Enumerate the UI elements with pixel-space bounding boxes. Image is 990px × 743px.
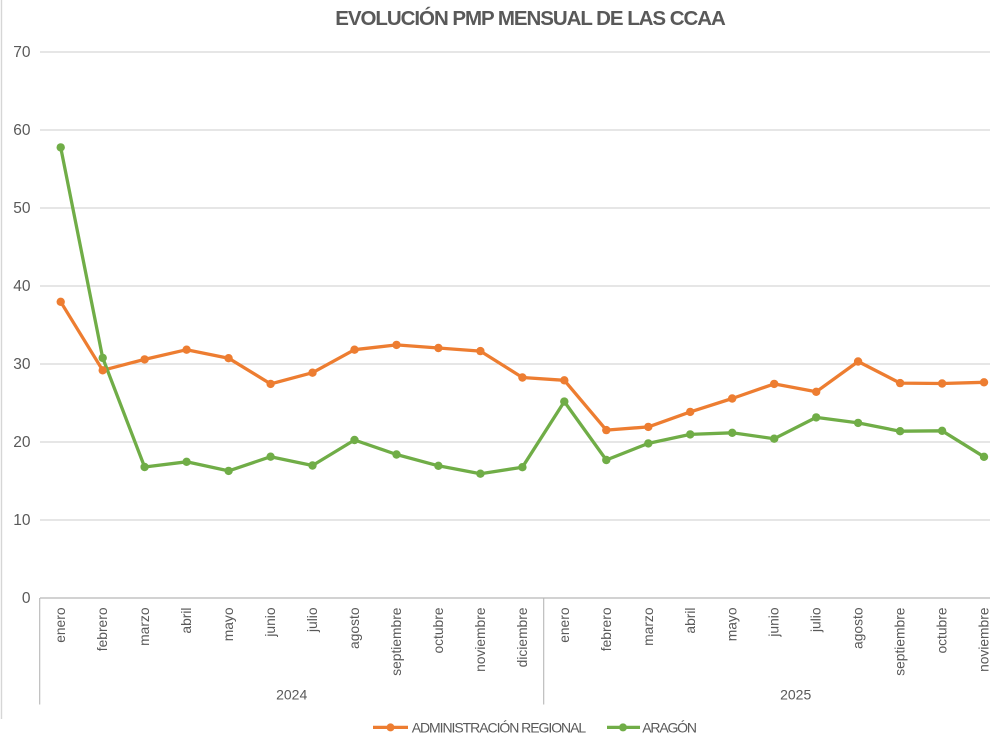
svg-text:junio: junio (767, 607, 782, 637)
svg-text:febrero: febrero (599, 607, 614, 651)
svg-text:2025: 2025 (780, 687, 811, 703)
svg-text:10: 10 (13, 512, 31, 529)
svg-text:30: 30 (13, 356, 31, 373)
svg-text:mayo: mayo (221, 607, 236, 641)
svg-text:40: 40 (13, 278, 31, 295)
svg-text:junio: junio (263, 607, 278, 637)
svg-text:2024: 2024 (276, 687, 307, 703)
svg-text:octubre: octubre (935, 607, 950, 653)
svg-text:agosto: agosto (347, 607, 362, 649)
svg-text:50: 50 (13, 200, 31, 217)
svg-text:60: 60 (13, 122, 31, 139)
svg-text:septiembre: septiembre (893, 607, 908, 676)
svg-text:marzo: marzo (641, 607, 656, 646)
svg-text:septiembre: septiembre (389, 607, 404, 676)
svg-text:febrero: febrero (95, 607, 110, 651)
svg-text:octubre: octubre (431, 607, 446, 653)
svg-text:20: 20 (13, 434, 31, 451)
svg-text:ARAGÓN: ARAGÓN (642, 719, 696, 735)
svg-text:EVOLUCIÓN PMP MENSUAL DE LAS C: EVOLUCIÓN PMP MENSUAL DE LAS CCAA (335, 6, 726, 30)
svg-text:enero: enero (53, 607, 68, 643)
svg-text:abril: abril (179, 608, 194, 634)
svg-text:noviembre: noviembre (473, 607, 488, 672)
svg-text:julio: julio (809, 607, 824, 633)
svg-text:agosto: agosto (851, 607, 866, 649)
svg-text:70: 70 (13, 44, 31, 61)
svg-text:abril: abril (683, 608, 698, 634)
svg-text:0: 0 (22, 590, 31, 607)
svg-text:enero: enero (557, 607, 572, 643)
svg-text:diciembre: diciembre (515, 607, 530, 667)
svg-text:mayo: mayo (725, 607, 740, 641)
svg-text:marzo: marzo (137, 607, 152, 646)
svg-text:ADMINISTRACIÓN REGIONAL: ADMINISTRACIÓN REGIONAL (412, 719, 587, 735)
svg-text:noviembre: noviembre (977, 607, 990, 672)
svg-text:julio: julio (305, 607, 320, 633)
